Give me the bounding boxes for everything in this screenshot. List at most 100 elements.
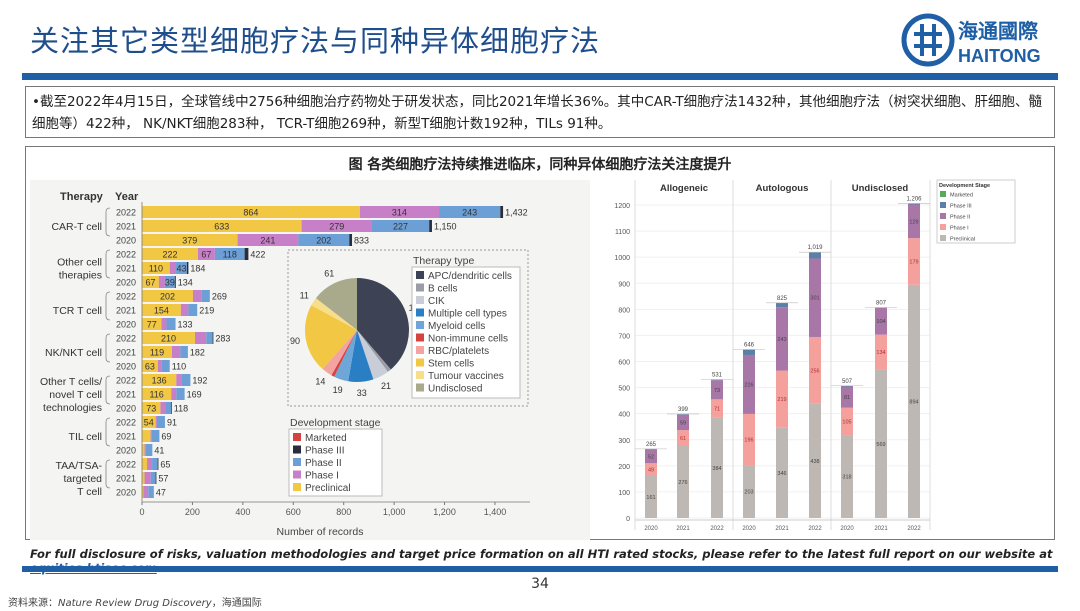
legend-swatch [293, 445, 301, 454]
segment-value: 633 [214, 222, 229, 232]
segment-value: 318 [842, 475, 851, 481]
bar-segment [711, 380, 723, 400]
bar-segment-phase-i [158, 276, 165, 288]
bar-segment [809, 258, 821, 337]
bar-segment-preclinical [142, 248, 198, 260]
segment-value: 61 [680, 436, 686, 442]
legend-label: Undisclosed [428, 384, 482, 395]
group-bracket [105, 249, 111, 279]
bar-segment [809, 336, 821, 404]
bar-segment [743, 349, 755, 355]
bar-segment-phase-ii [151, 430, 160, 442]
therapy-label: TCR T cell [53, 305, 102, 317]
group-bracket [105, 333, 111, 363]
bar-segment [875, 334, 887, 370]
legend-swatch [416, 383, 424, 392]
y-tick-label: 800 [618, 307, 630, 314]
x-tick-label: 400 [235, 507, 250, 517]
legend-swatch [293, 470, 301, 479]
bar-segment-preclinical [142, 360, 158, 372]
year-label: 2020 [116, 488, 136, 498]
bar-segment-preclinical [142, 290, 193, 302]
pie-slice [357, 330, 388, 380]
pie-slice [311, 298, 357, 330]
y-tick-label: 100 [618, 490, 630, 497]
year-label: 2020 [116, 236, 136, 246]
y-tick-label: 900 [618, 281, 630, 288]
footer-rule [22, 566, 1058, 572]
bar-segment-preclinical [142, 430, 151, 442]
year-label: 2021 [116, 222, 136, 232]
row-total: 833 [354, 236, 369, 246]
bar-segment-preclinical [142, 304, 181, 316]
segment-value: 314 [392, 208, 407, 218]
segment-value: 276 [678, 480, 687, 486]
bar-segment-preclinical [142, 444, 145, 456]
bar-total: 1,019 [807, 245, 823, 251]
y-tick-label: 500 [618, 386, 630, 393]
pie-slice-label: 21 [381, 381, 391, 391]
x-tick-label: 2021 [874, 526, 888, 532]
bar-segment-phase-ii [164, 276, 175, 288]
row-total: 57 [158, 474, 168, 484]
bar-segment-phase-ii [152, 458, 158, 470]
bar-segment-phase-i [301, 220, 372, 232]
logo-en: HAITONG [958, 46, 1041, 66]
bar-segment-phase-i [237, 234, 299, 246]
bar-segment-phase-ii [298, 234, 350, 246]
segment-value: 105 [842, 419, 851, 425]
panel-title: Undisclosed [852, 183, 909, 194]
therapy-label: T cell [77, 486, 102, 498]
bar-segment-preclinical [142, 220, 302, 232]
bar-segment-preclinical [142, 416, 156, 428]
bar-segment [645, 448, 657, 450]
page-number: 34 [531, 576, 549, 592]
legend-label: B cells [428, 284, 457, 295]
bar-segment [711, 399, 723, 418]
source-journal: Nature Review Drug Discovery [58, 598, 212, 609]
x-tick-label: 1,400 [484, 507, 507, 517]
segment-value: 104 [876, 319, 885, 325]
segment-value: 71 [714, 407, 720, 413]
segment-value: 134 [876, 350, 885, 356]
segment-value: 226 [744, 382, 753, 388]
row-total: 1,150 [434, 222, 457, 232]
y-tick-label: 200 [618, 464, 630, 471]
bar-segment-phase-iii [170, 402, 172, 414]
bar-segment-preclinical [142, 332, 195, 344]
bar-segment-phase-iii [349, 234, 353, 246]
bar-segment-phase-ii [166, 318, 176, 330]
year-label: 2020 [116, 278, 136, 288]
segment-value: 67 [145, 278, 155, 288]
year-label: 2020 [116, 446, 136, 456]
segment-value: 77 [147, 320, 157, 330]
bar-segment-preclinical [142, 276, 159, 288]
bar-segment-preclinical [142, 318, 162, 330]
allogeneic-autologous-chart: 0 100 200 300 400 500 600 700 800 900 1000 1100 1200… [614, 179, 1016, 532]
pie-inset-box [287, 249, 529, 407]
x-tick-label: 2020 [742, 526, 756, 532]
segment-value: 569 [876, 442, 885, 448]
segment-value: 301 [810, 296, 819, 302]
legend-title: Development Stage [939, 183, 990, 189]
group-bracket [105, 375, 111, 405]
bar-segment-preclinical [142, 486, 144, 498]
group-bracket [105, 459, 111, 489]
bar-segment [677, 414, 689, 431]
legend-swatch [416, 333, 424, 342]
group-bracket [105, 207, 111, 237]
legend-swatch [293, 458, 301, 466]
x-tick-label: 1,000 [383, 507, 406, 517]
bar-segment [908, 238, 920, 285]
x-tick-label: 600 [286, 507, 301, 517]
bar-segment [809, 403, 821, 518]
row-total: 184 [190, 264, 205, 274]
bar-segment-preclinical [142, 402, 161, 414]
bar-total: 825 [777, 296, 788, 302]
row-total: 134 [178, 278, 193, 288]
row-total: 65 [160, 460, 170, 470]
segment-value: 243 [462, 208, 477, 218]
dev-legend-title: Development stage [290, 417, 381, 429]
bar-segment-preclinical [142, 374, 177, 386]
bar-segment-phase-i [176, 374, 182, 386]
